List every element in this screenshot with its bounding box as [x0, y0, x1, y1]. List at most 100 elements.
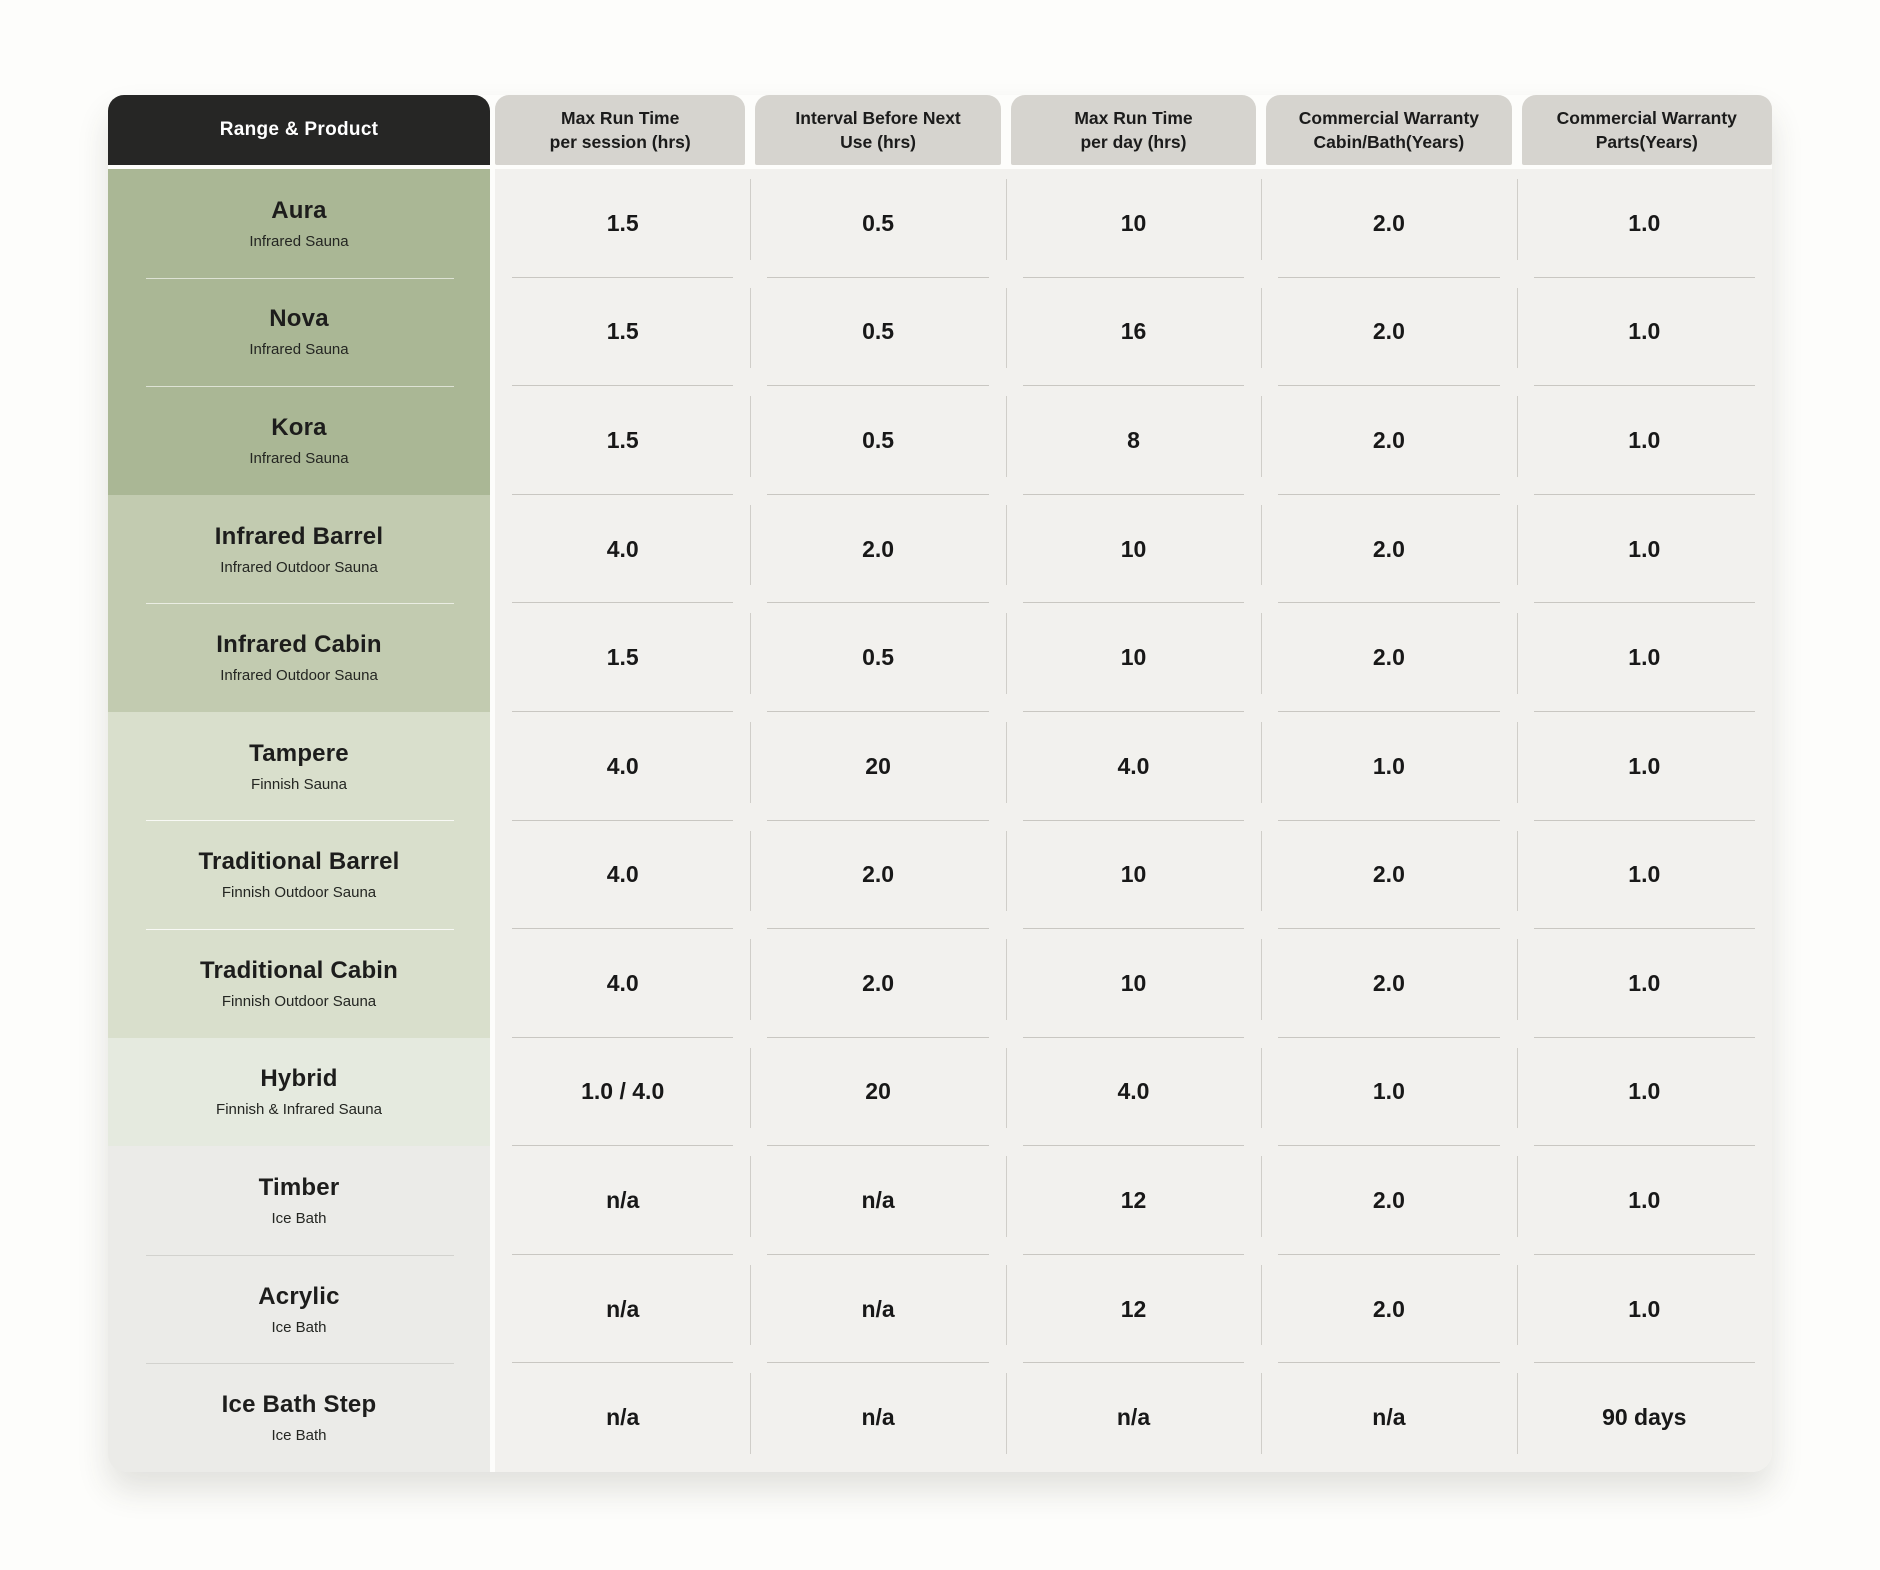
data-cell: 1.5 [495, 278, 750, 387]
data-cell: 4.0 [1005, 1038, 1261, 1147]
product-cell: Timber Ice Bath [108, 1146, 490, 1255]
data-cell: 1.5 [495, 603, 750, 712]
product-name: Ice Bath Step [221, 1391, 377, 1419]
product-name: Acrylic [258, 1282, 340, 1310]
column-header-line2: per day (hrs) [1080, 132, 1187, 152]
data-grid: 1.5 0.5 10 2.0 1.0 1.5 0.5 16 2.0 1.0 1.… [495, 169, 1772, 1472]
data-cell: 2.0 [1261, 1255, 1516, 1364]
warranty-spec-table: Range & Product Max Run Time per session… [108, 95, 1772, 1472]
product-column: Aura Infrared Sauna Nova Infrared Sauna … [108, 169, 490, 1472]
product-subtitle: Infrared Sauna [249, 449, 349, 467]
group-hybrid-sauna: Hybrid Finnish & Infrared Sauna [108, 1037, 490, 1147]
data-cell: 4.0 [495, 929, 750, 1038]
group-finnish-sauna: Tampere Finnish Sauna Traditional Barrel… [108, 711, 490, 1038]
product-name: Traditional Cabin [199, 956, 399, 984]
product-cell: Traditional Barrel Finnish Outdoor Sauna [108, 820, 490, 929]
data-cell: 1.0 / 4.0 [495, 1038, 750, 1147]
data-cell: 0.5 [750, 603, 1005, 712]
product-cell: Tampere Finnish Sauna [108, 712, 490, 821]
column-header-line2: Parts(Years) [1595, 132, 1698, 152]
column-header-line1: Interval Before Next [795, 107, 961, 128]
product-subtitle: Finnish Sauna [251, 775, 347, 793]
product-subtitle: Infrared Sauna [249, 232, 349, 250]
data-cell: 2.0 [1261, 386, 1516, 495]
data-cell: 12 [1005, 1146, 1261, 1255]
column-header-line2: per session (hrs) [549, 132, 691, 152]
data-cell: 1.0 [1516, 386, 1772, 495]
data-cell: 10 [1005, 603, 1261, 712]
column-header-line2: Use (hrs) [840, 132, 917, 152]
product-subtitle: Finnish Outdoor Sauna [221, 884, 377, 902]
column-header-warranty-cabin: Commercial Warranty Cabin/Bath(Years) [1266, 95, 1512, 165]
data-cell: 1.0 [1261, 712, 1516, 821]
data-cell: 0.5 [750, 386, 1005, 495]
data-cell: 1.0 [1516, 821, 1772, 930]
group-infrared-sauna: Aura Infrared Sauna Nova Infrared Sauna … [108, 169, 490, 495]
data-cell: 2.0 [1261, 278, 1516, 387]
product-name: Timber [258, 1174, 340, 1202]
data-cell: 2.0 [1261, 1146, 1516, 1255]
data-cell: 2.0 [1261, 821, 1516, 930]
product-name: Aura [271, 196, 327, 224]
data-cell: 1.0 [1516, 712, 1772, 821]
data-cell: n/a [750, 1146, 1005, 1255]
product-name: Nova [269, 305, 329, 333]
product-cell: Acrylic Ice Bath [108, 1254, 490, 1364]
column-header-line1: Commercial Warranty [1298, 107, 1480, 128]
product-cell: Hybrid Finnish & Infrared Sauna [108, 1038, 490, 1147]
product-cell: Nova Infrared Sauna [108, 277, 490, 387]
data-cell: 1.0 [1516, 603, 1772, 712]
data-cell: 16 [1005, 278, 1261, 387]
data-cell: 2.0 [750, 495, 1005, 604]
data-cell: 20 [750, 712, 1005, 821]
data-cell: 2.0 [1261, 929, 1516, 1038]
column-header-line2: Cabin/Bath(Years) [1313, 132, 1465, 152]
column-header-max-run-day: Max Run Time per day (hrs) [1010, 95, 1257, 165]
product-subtitle: Infrared Sauna [249, 341, 349, 359]
data-cell: 0.5 [750, 169, 1005, 278]
data-cell: 4.0 [495, 495, 750, 604]
data-cell: 4.0 [1005, 712, 1261, 821]
column-header-row: Max Run Time per session (hrs) Interval … [495, 95, 1772, 165]
column-header-warranty-parts: Commercial Warranty Parts(Years) [1521, 95, 1772, 165]
data-cell: 4.0 [495, 821, 750, 930]
data-cell: 10 [1005, 169, 1261, 278]
data-cell: 1.0 [1516, 169, 1772, 278]
data-cell: 1.5 [495, 169, 750, 278]
data-cell: 10 [1005, 821, 1261, 930]
product-subtitle: Ice Bath [271, 1210, 327, 1228]
data-cell: n/a [495, 1146, 750, 1255]
product-cell: Kora Infrared Sauna [108, 386, 490, 495]
data-cell: 1.0 [1516, 1038, 1772, 1147]
column-header-max-run-session: Max Run Time per session (hrs) [495, 95, 746, 165]
group-infrared-outdoor-sauna: Infrared Barrel Infrared Outdoor Sauna I… [108, 494, 490, 712]
data-cell: 1.0 [1516, 278, 1772, 387]
product-name: Tampere [249, 739, 349, 767]
product-name: Traditional Barrel [198, 848, 400, 876]
product-subtitle: Finnish & Infrared Sauna [216, 1101, 382, 1119]
data-cell: 2.0 [750, 821, 1005, 930]
data-cell: n/a [750, 1363, 1005, 1472]
product-name: Infrared Barrel [214, 522, 384, 550]
product-cell: Aura Infrared Sauna [108, 169, 490, 278]
data-cell: 4.0 [495, 712, 750, 821]
data-cell: 1.0 [1516, 495, 1772, 604]
column-header-interval: Interval Before Next Use (hrs) [755, 95, 1001, 165]
data-cell: 2.0 [1261, 495, 1516, 604]
data-cell: 2.0 [750, 929, 1005, 1038]
product-name: Hybrid [260, 1065, 338, 1093]
product-subtitle: Ice Bath [271, 1318, 327, 1336]
data-cell: n/a [1261, 1363, 1516, 1472]
data-cell: n/a [606, 1404, 640, 1431]
product-subtitle: Infrared Outdoor Sauna [220, 558, 378, 576]
column-header-line1: Max Run Time [1074, 107, 1193, 128]
column-header-line1: Max Run Time [561, 107, 680, 128]
data-cell: 90 days [1516, 1363, 1772, 1472]
data-cell: 8 [1005, 386, 1261, 495]
product-cell: Infrared Cabin Infrared Outdoor Sauna [108, 603, 490, 712]
corner-header-label: Range & Product [219, 119, 379, 140]
group-ice-bath: Timber Ice Bath Acrylic Ice Bath Ice Bat… [108, 1146, 490, 1472]
data-cell: 10 [1005, 495, 1261, 604]
product-name: Infrared Cabin [216, 631, 382, 659]
